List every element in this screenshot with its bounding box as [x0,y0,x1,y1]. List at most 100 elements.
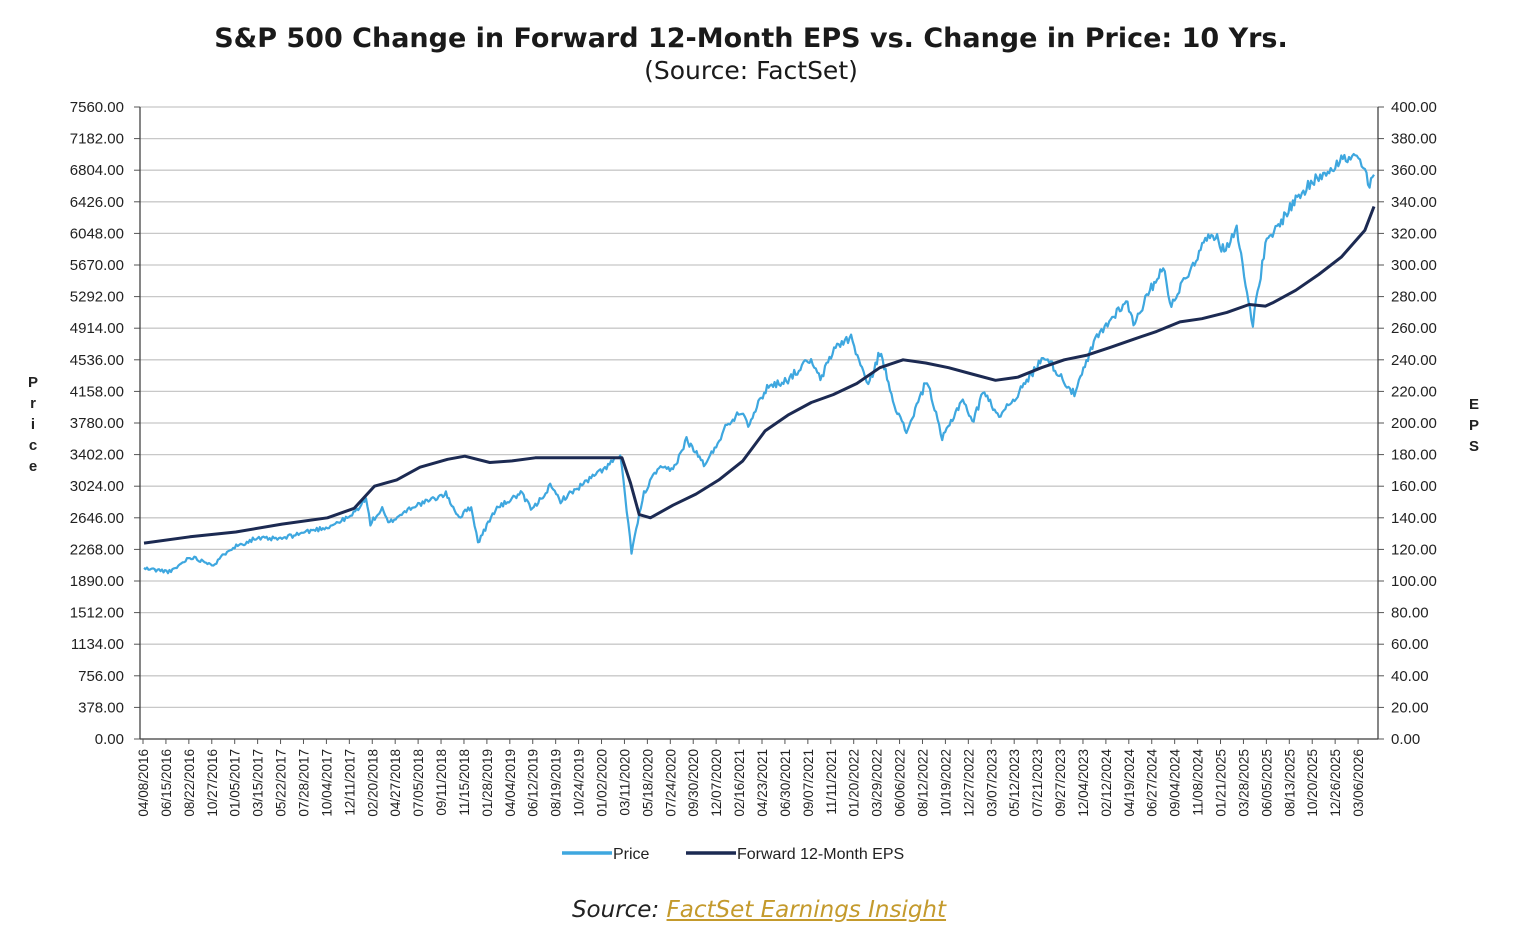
x-tick-label: 03/07/2023 [984,749,999,817]
x-tick-label: 01/28/2019 [480,749,495,817]
left-axis-title-letter: P [28,374,38,391]
left-tick-label: 6804.00 [70,162,124,179]
right-tick-label: 80.00 [1391,605,1429,622]
x-tick-label: 11/08/2024 [1191,749,1206,816]
x-tick-label: 10/27/2016 [205,749,220,817]
right-tick-label: 220.00 [1391,383,1437,400]
left-tick-label: 378.00 [78,699,124,716]
left-tick-label: 4158.00 [70,383,124,400]
x-tick-label: 01/20/2022 [847,749,862,817]
left-axis: 0.00 378.00 756.00 1134.00 1512.00 1890.00 226… [28,99,141,748]
x-tick-label: 09/30/2020 [686,749,701,817]
left-tick-label: 6048.00 [70,225,124,242]
right-tick-label: 380.00 [1391,131,1437,148]
right-tick-label: 360.00 [1391,162,1437,179]
x-tick-label: 06/05/2025 [1259,749,1274,817]
x-tick-label: 09/11/2018 [434,749,449,816]
left-tick-label: 2268.00 [70,541,124,558]
x-tick-label: 06/30/2021 [778,749,793,817]
right-tick-label: 320.00 [1391,225,1437,242]
left-tick-label: 1134.00 [71,636,124,653]
right-tick-label: 40.00 [1391,668,1429,685]
x-tick-label: 02/16/2021 [732,749,747,817]
source-link[interactable]: FactSet Earnings Insight [666,897,947,923]
left-tick-label: 1512.00 [70,605,124,622]
right-axis-title-letter: E [1469,396,1479,413]
right-tick-label: 180.00 [1391,447,1437,464]
left-axis-title-letter: e [29,458,37,475]
x-tick-label: 09/27/2023 [1053,749,1068,817]
x-tick-label: 01/05/2017 [228,749,243,817]
left-tick-label: 1890.00 [70,573,124,590]
eps-series-line [143,205,1376,545]
left-tick-label: 0.00 [95,731,124,748]
x-tick-label: 10/24/2019 [572,749,587,817]
x-tick-label: 01/21/2025 [1214,749,1229,817]
left-tick-label: 7182.00 [70,131,124,148]
x-tick-label: 02/12/2024 [1099,749,1114,817]
x-tick-label: 09/04/2024 [1168,749,1183,817]
legend-label: Price [613,846,650,863]
x-tick-label: 03/29/2022 [870,749,885,817]
right-tick-label: 100.00 [1391,573,1437,590]
x-tick-label: 03/15/2017 [251,749,266,817]
right-tick-label: 60.00 [1391,636,1429,653]
x-tick-label: 11/15/2018 [457,749,472,816]
x-tick-label: 12/04/2023 [1076,749,1091,817]
right-tick-label: 340.00 [1391,194,1437,211]
source-label: Source: [571,897,660,923]
right-tick-label: 400.00 [1391,99,1437,116]
chart-title: S&P 500 Change in Forward 12-Month EPS v… [214,23,1288,54]
right-axis: 0.00 20.00 40.00 60.00 80.00 100.00 120.00 140.… [1377,99,1479,748]
x-tick-label: 04/19/2024 [1122,749,1137,817]
right-tick-label: 200.00 [1391,415,1437,432]
legend-label: Forward 12-Month EPS [737,846,904,863]
left-tick-label: 756.00 [78,668,124,685]
x-tick-label: 08/13/2025 [1282,749,1297,817]
x-tick-label: 06/12/2019 [526,749,541,817]
left-axis-title-letter: r [30,395,36,412]
right-tick-label: 0.00 [1391,731,1420,748]
price-series-line [143,153,1375,575]
x-tick-label: 03/28/2025 [1236,749,1251,817]
chart-subtitle: (Source: FactSet) [644,56,858,85]
right-tick-label: 140.00 [1391,510,1437,527]
x-tick-label: 06/27/2024 [1145,749,1160,817]
x-tick-label: 12/26/2025 [1328,749,1343,817]
x-tick-label: 12/07/2020 [709,749,724,817]
right-axis-title-letter: P [1469,417,1479,434]
left-tick-label: 5670.00 [70,257,124,274]
x-tick-label: 03/11/2020 [617,749,632,816]
x-tick-label: 05/18/2020 [640,749,655,817]
x-tick-label: 05/12/2023 [1007,749,1022,817]
x-tick-label: 12/11/2017 [342,749,357,816]
left-tick-label: 7560.00 [70,99,124,116]
x-tick-label: 06/15/2016 [159,749,174,817]
x-tick-label: 04/08/2016 [136,749,151,817]
left-tick-label: 5292.00 [70,289,124,306]
x-tick-label: 08/12/2022 [915,749,930,817]
x-tick-label: 05/22/2017 [274,749,289,817]
x-tick-label: 04/23/2021 [755,749,770,817]
series-lines [143,153,1376,575]
x-tick-label: 04/27/2018 [388,749,403,817]
x-tick-label: 10/04/2017 [319,749,334,817]
x-tick-label: 07/28/2017 [296,749,311,817]
right-tick-label: 120.00 [1391,541,1437,558]
right-tick-label: 260.00 [1391,320,1437,337]
gridlines [140,106,1378,740]
x-tick-label: 06/06/2022 [893,749,908,817]
legend: Price Forward 12-Month EPS [562,846,904,863]
right-tick-label: 300.00 [1391,257,1437,274]
x-tick-label: 01/02/2020 [595,749,610,817]
left-tick-label: 3780.00 [70,415,124,432]
right-tick-label: 280.00 [1391,289,1437,306]
right-tick-label: 20.00 [1391,699,1429,716]
right-tick-label: 160.00 [1391,478,1437,495]
left-tick-label: 4536.00 [70,352,124,369]
left-axis-title-letter: i [31,416,35,433]
left-tick-label: 6426.00 [70,194,124,211]
left-tick-label: 4914.00 [70,320,124,337]
x-tick-label: 12/27/2022 [961,749,976,817]
x-tick-label: 02/20/2018 [365,749,380,817]
